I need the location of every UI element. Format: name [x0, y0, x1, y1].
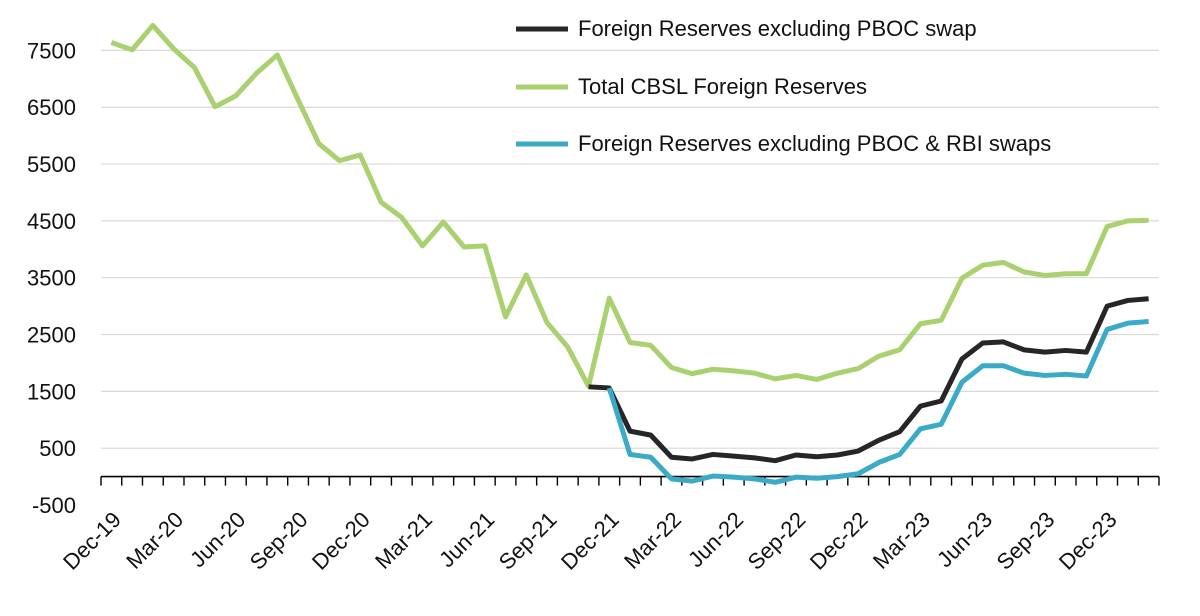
gridlines — [101, 49, 1159, 449]
x-tick-label: Sep-21 — [494, 507, 562, 575]
x-tick-label: Jun-20 — [185, 507, 250, 572]
x-tick-label: Sep-23 — [992, 507, 1060, 575]
x-tick-label: Dec-21 — [556, 507, 624, 575]
legend: Foreign Reserves excluding PBOC swap Tota… — [516, 16, 1051, 156]
x-tick-label: Dec-23 — [1054, 507, 1122, 575]
x-tick-label: Mar-20 — [121, 507, 188, 574]
x-axis — [100, 475, 1160, 486]
x-axis-tick-labels: Dec-19Mar-20Jun-20Sep-20Dec-20Mar-21Jun-… — [58, 507, 1122, 575]
y-tick-label: 500 — [39, 436, 76, 461]
x-tick-label: Sep-20 — [245, 507, 313, 575]
series-line-1 — [588, 296, 1149, 464]
x-tick-label: Jun-23 — [932, 507, 997, 572]
legend-label: Foreign Reserves excluding PBOC swap — [578, 16, 977, 41]
y-tick-label: 6500 — [27, 95, 76, 120]
legend-label: Total CBSL Foreign Reserves — [578, 74, 867, 99]
y-axis-tick-labels: -500 500 1500 2500 3500 4500 5500 6500 7500 — [27, 38, 76, 518]
series-lines — [110, 22, 1149, 485]
x-tick-label: Mar-21 — [370, 507, 437, 574]
x-tick-label: Mar-23 — [868, 507, 935, 574]
y-tick-label: -500 — [32, 493, 76, 518]
y-tick-label: 3500 — [27, 266, 76, 291]
y-tick-label: 5500 — [27, 152, 76, 177]
series-line-2 — [110, 22, 1149, 389]
y-tick-label: 7500 — [27, 38, 76, 63]
legend-label: Foreign Reserves excluding PBOC & RBI sw… — [578, 131, 1051, 156]
x-tick-label: Mar-22 — [619, 507, 686, 574]
y-tick-label: 2500 — [27, 323, 76, 348]
x-tick-label: Dec-22 — [805, 507, 873, 575]
series-line-3 — [606, 318, 1149, 485]
x-tick-label: Jun-22 — [683, 507, 748, 572]
x-tick-label: Jun-21 — [434, 507, 499, 572]
x-tick-label: Dec-20 — [307, 507, 375, 575]
y-tick-label: 1500 — [27, 379, 76, 404]
y-tick-label: 4500 — [27, 209, 76, 234]
x-tick-label: Sep-22 — [743, 507, 811, 575]
